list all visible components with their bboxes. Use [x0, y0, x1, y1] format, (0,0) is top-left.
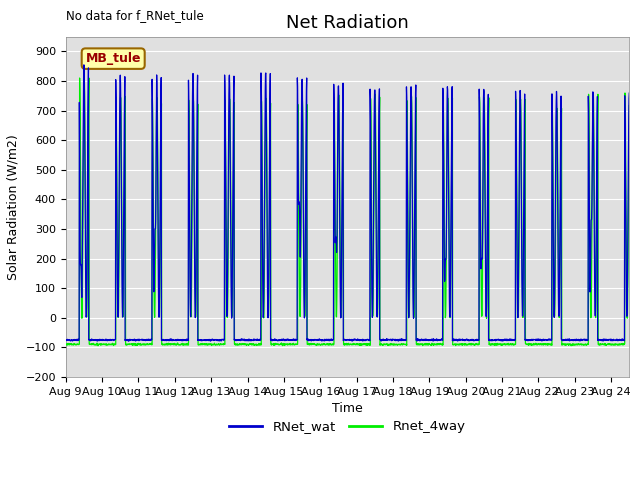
RNet_wat [540, 336, 547, 342]
RNet_wat [351, 336, 359, 342]
RNet_wat [415, 337, 423, 343]
Rnet_4way [606, 341, 614, 347]
Line: Rnet_4way: Rnet_4way [66, 78, 629, 346]
RNet_wat [80, 62, 88, 68]
X-axis label: Time: Time [332, 402, 363, 415]
Rnet_4way [625, 103, 633, 108]
Rnet_4way [415, 342, 423, 348]
Title: Net Radiation: Net Radiation [286, 14, 409, 32]
RNet_wat [625, 90, 633, 96]
RNet_wat [433, 337, 440, 343]
Rnet_4way [76, 75, 83, 81]
Rnet_4way [351, 342, 359, 348]
RNet_wat [68, 338, 76, 344]
Text: MB_tule: MB_tule [86, 52, 141, 65]
Rnet_4way [540, 341, 547, 347]
Legend: RNet_wat, Rnet_4way: RNet_wat, Rnet_4way [224, 415, 471, 438]
Rnet_4way [62, 342, 70, 348]
Rnet_4way [95, 341, 103, 347]
Rnet_4way [94, 343, 102, 348]
RNet_wat [95, 338, 103, 344]
Rnet_4way [433, 341, 440, 347]
Y-axis label: Solar Radiation (W/m2): Solar Radiation (W/m2) [7, 134, 20, 279]
RNet_wat [62, 337, 70, 343]
Text: No data for f_RNet_tule: No data for f_RNet_tule [66, 9, 204, 22]
RNet_wat [606, 337, 614, 343]
Line: RNet_wat: RNet_wat [66, 65, 629, 341]
